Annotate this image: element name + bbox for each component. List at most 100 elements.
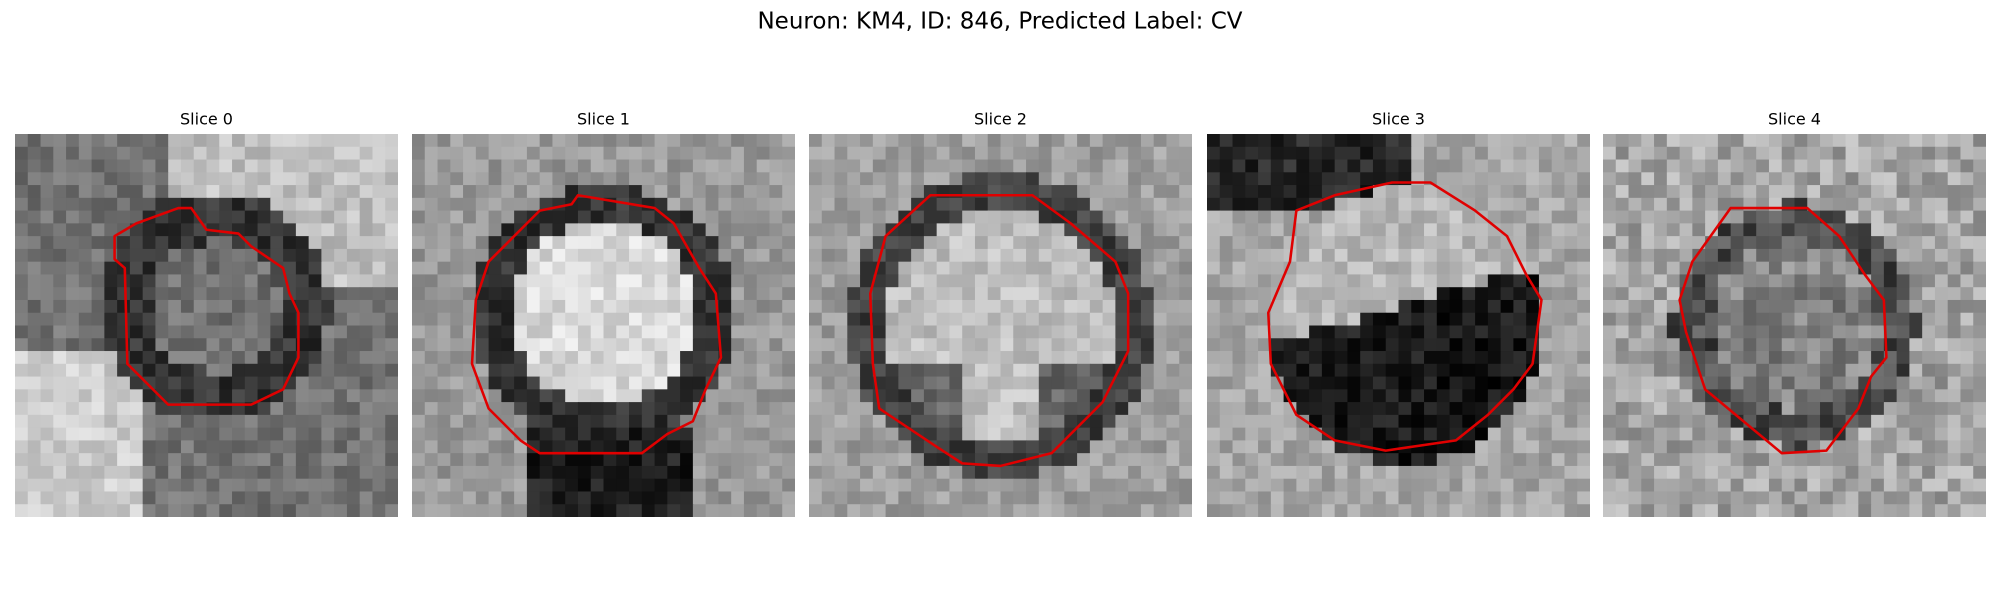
pixel <box>514 134 528 148</box>
pixel <box>1449 146 1463 161</box>
pixel <box>1179 414 1192 429</box>
pixel <box>1398 363 1412 378</box>
pixel <box>1934 299 1949 314</box>
pixel <box>334 146 348 161</box>
pixel <box>1140 185 1155 199</box>
pixel <box>1258 172 1272 186</box>
pixel <box>743 172 758 186</box>
pixel <box>1526 312 1540 327</box>
pixel <box>1270 465 1285 480</box>
pixel <box>1487 287 1502 301</box>
pixel <box>475 299 490 314</box>
pixel <box>911 325 925 339</box>
pixel <box>1398 197 1412 212</box>
pixel <box>66 223 80 237</box>
pixel <box>962 338 976 352</box>
pixel <box>78 312 93 327</box>
pixel <box>1385 261 1400 275</box>
pixel <box>834 491 848 505</box>
pixel <box>40 440 54 454</box>
pixel <box>1641 478 1655 492</box>
pixel <box>949 351 963 365</box>
pixel <box>180 491 195 505</box>
pixel <box>692 440 707 454</box>
pixel <box>1654 134 1668 148</box>
pixel <box>1487 351 1502 365</box>
pixel <box>1038 504 1053 517</box>
pixel <box>1615 185 1630 199</box>
pixel <box>1551 427 1565 441</box>
pixel <box>629 453 643 467</box>
pixel <box>1500 491 1514 505</box>
pixel <box>539 440 553 454</box>
pixel <box>1934 414 1949 429</box>
pixel <box>847 363 861 378</box>
pixel <box>206 210 220 224</box>
pixel <box>1858 504 1872 517</box>
pixel <box>911 491 925 505</box>
pixel <box>962 402 976 416</box>
pixel <box>1245 351 1259 365</box>
pixel <box>66 491 80 505</box>
pixel <box>1730 312 1744 327</box>
pixel <box>244 236 259 250</box>
pixel <box>295 185 310 199</box>
pixel <box>1743 248 1757 263</box>
pixel <box>1883 248 1898 263</box>
pixel <box>359 440 373 454</box>
pixel <box>1102 159 1116 173</box>
pixel <box>15 287 29 301</box>
pixel <box>692 351 707 365</box>
pixel <box>1166 134 1180 148</box>
pixel <box>475 478 490 492</box>
pixel <box>321 402 335 416</box>
pixel <box>15 363 29 378</box>
pixel <box>1705 210 1719 224</box>
pixel <box>1115 325 1129 339</box>
pixel <box>424 351 439 365</box>
pixel <box>590 351 605 365</box>
pixel <box>1768 465 1783 480</box>
pixel <box>1064 274 1078 288</box>
pixel <box>1692 478 1706 492</box>
pixel <box>1551 287 1565 301</box>
pixel <box>346 389 361 403</box>
pixel <box>193 287 208 301</box>
pixel <box>488 299 502 314</box>
pixel <box>1013 351 1027 365</box>
pixel <box>1692 287 1706 301</box>
pixel <box>1692 223 1706 237</box>
pixel <box>1026 210 1040 224</box>
pixel <box>1245 274 1259 288</box>
pixel <box>91 210 105 224</box>
pixel <box>1128 351 1142 365</box>
pixel <box>1628 248 1642 263</box>
pixel <box>1603 185 1617 199</box>
pixel <box>590 210 605 224</box>
pixel <box>66 146 80 161</box>
pixel <box>27 274 42 288</box>
pixel <box>1232 274 1246 288</box>
pixel <box>1973 159 1986 173</box>
pixel <box>577 248 592 263</box>
pixel <box>295 223 310 237</box>
pixel <box>1500 363 1514 378</box>
pixel <box>1232 478 1246 492</box>
pixel <box>1909 414 1923 429</box>
pixel <box>1641 248 1655 263</box>
pixel <box>1603 312 1617 327</box>
pixel <box>1526 236 1540 250</box>
pixel <box>27 248 42 263</box>
pixel <box>1411 236 1425 250</box>
pixel <box>1372 402 1387 416</box>
pixel <box>1858 287 1872 301</box>
pixel <box>295 453 310 467</box>
pixel <box>1411 389 1425 403</box>
pixel <box>1115 210 1129 224</box>
pixel <box>1858 427 1872 441</box>
pixel <box>1960 312 1974 327</box>
pixel <box>809 261 823 275</box>
pixel <box>372 185 386 199</box>
pixel <box>424 261 439 275</box>
pixel <box>1538 478 1553 492</box>
